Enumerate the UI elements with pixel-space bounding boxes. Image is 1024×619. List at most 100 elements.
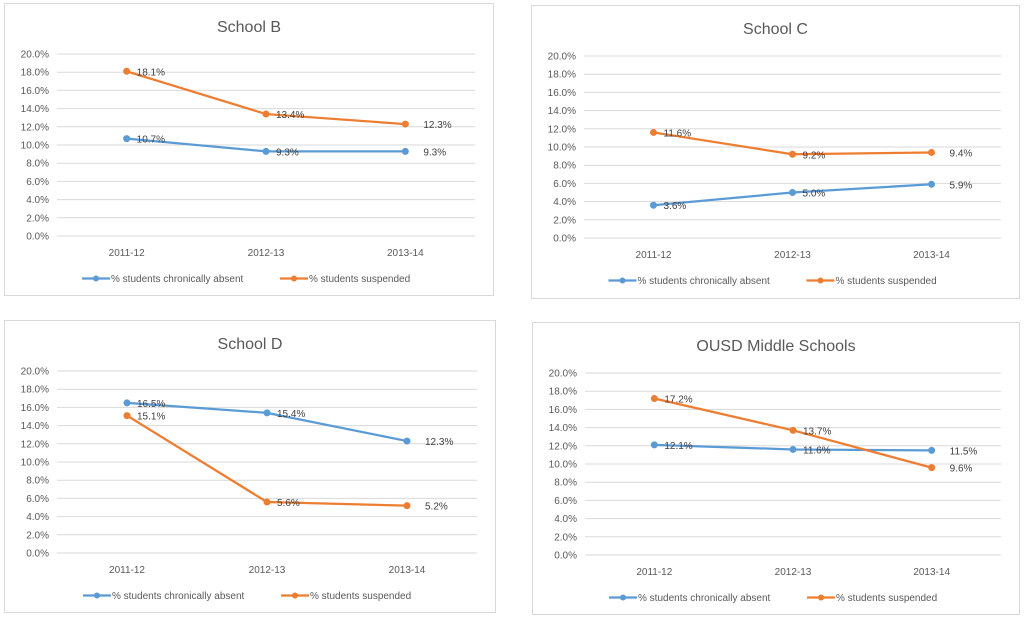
y-tick-label: 8.0% <box>553 161 576 172</box>
data-label-suspended: 5.6% <box>277 498 300 509</box>
legend-swatch-marker <box>292 592 298 599</box>
line-chart: OUSD Middle Schools 0.0% 2.0% 4.0% 6.0% 8.0% 1… <box>549 338 1001 604</box>
legend-label: % students suspended <box>310 591 411 602</box>
legend-swatch-marker <box>818 594 824 601</box>
data-point-absent <box>123 399 131 407</box>
data-point-suspended <box>403 502 411 510</box>
legend-swatch-marker <box>94 592 100 599</box>
y-tick-label: 4.0% <box>26 512 49 523</box>
data-point-suspended <box>123 412 131 420</box>
y-tick-label: 12.0% <box>21 439 49 450</box>
data-point-absent <box>928 446 936 454</box>
chart-panel-school-b: School B 0.0% 2.0% 4.0% 6.0% 8.0% 10.0% 12.0% 14… <box>4 3 494 296</box>
y-tick-label: 14.0% <box>21 421 49 432</box>
y-tick-label: 20.0% <box>548 52 576 63</box>
x-tick-label: 2013-14 <box>913 250 950 261</box>
y-tick-label: 14.0% <box>549 423 577 434</box>
data-label-suspended: 9.6% <box>950 464 973 475</box>
legend-item-absent: % students chronically absent <box>83 591 245 602</box>
legend-item-suspended: % students suspended <box>807 593 937 604</box>
legend-swatch-marker <box>620 594 626 601</box>
y-tick-label: 10.0% <box>21 141 49 152</box>
data-point-absent <box>650 441 658 449</box>
data-label-absent: 9.3% <box>423 147 446 158</box>
chart-panel-school-c: School C 0.0% 2.0% 4.0% 6.0% 8.0% 10.0% 12.0% 14… <box>531 5 1020 299</box>
data-label-suspended: 5.2% <box>425 502 448 513</box>
y-tick-label: 10.0% <box>548 143 576 154</box>
line-chart: School C 0.0% 2.0% 4.0% 6.0% 8.0% 10.0% 12.0% 14… <box>548 21 1001 287</box>
x-tick-label: 2013-14 <box>387 248 424 259</box>
y-tick-label: 10.0% <box>21 458 49 469</box>
y-tick-label: 12.0% <box>549 441 577 452</box>
chart-title: OUSD Middle Schools <box>696 338 855 355</box>
legend-swatch-marker <box>817 277 824 284</box>
legend-label: % students suspended <box>309 274 410 285</box>
line-chart: School B 0.0% 2.0% 4.0% 6.0% 8.0% 10.0% 12.0% 14… <box>21 19 475 285</box>
legend-label: % students chronically absent <box>112 591 245 602</box>
data-point-suspended <box>263 498 271 506</box>
legend-label: % students chronically absent <box>111 274 244 285</box>
legend-label: % students chronically absent <box>638 593 771 604</box>
data-label-absent: 12.1% <box>664 441 692 452</box>
data-label-absent: 11.5% <box>950 446 978 457</box>
y-tick-label: 6.0% <box>554 496 577 507</box>
data-point-suspended <box>789 426 797 434</box>
y-tick-label: 18.0% <box>21 68 49 79</box>
y-tick-label: 16.0% <box>21 403 49 414</box>
data-label-suspended: 13.7% <box>803 426 831 437</box>
series-line-suspended <box>126 414 408 507</box>
y-tick-label: 0.0% <box>26 549 49 560</box>
legend-swatch-marker <box>93 275 99 282</box>
data-point-suspended <box>789 150 796 158</box>
data-label-suspended: 15.1% <box>137 412 165 423</box>
chart-panel-ousd-middle-schools: OUSD Middle Schools 0.0% 2.0% 4.0% 6.0% 8.0% 1… <box>532 322 1020 615</box>
y-tick-label: 16.0% <box>548 88 576 99</box>
y-tick-label: 18.0% <box>21 385 49 396</box>
data-point-suspended <box>401 120 409 128</box>
y-tick-label: 2.0% <box>26 213 49 224</box>
legend-item-suspended: % students suspended <box>281 591 411 602</box>
legend-item-absent: % students chronically absent <box>608 276 770 287</box>
data-point-absent <box>123 135 131 143</box>
data-point-suspended <box>650 128 657 136</box>
x-tick-label: 2011-12 <box>109 565 145 576</box>
chart-title: School C <box>743 21 808 38</box>
data-point-suspended <box>650 394 658 402</box>
legend-item-absent: % students chronically absent <box>609 593 771 604</box>
y-tick-label: 14.0% <box>21 104 49 115</box>
data-point-absent <box>401 147 409 155</box>
y-tick-label: 12.0% <box>548 124 576 135</box>
data-label-suspended: 11.6% <box>664 128 692 139</box>
data-label-suspended: 17.2% <box>664 394 692 405</box>
y-tick-label: 2.0% <box>553 215 576 226</box>
data-point-absent <box>262 147 270 155</box>
data-point-suspended <box>262 110 270 118</box>
y-tick-label: 6.0% <box>553 179 576 190</box>
y-tick-label: 6.0% <box>26 494 49 505</box>
y-tick-label: 10.0% <box>549 460 577 471</box>
data-label-absent: 16.5% <box>137 399 165 410</box>
legend-label: % students suspended <box>836 593 937 604</box>
y-tick-label: 2.0% <box>26 530 49 541</box>
data-label-absent: 15.4% <box>277 409 305 420</box>
y-tick-label: 0.0% <box>553 234 576 245</box>
x-tick-label: 2011-12 <box>636 250 672 261</box>
legend-item-suspended: % students suspended <box>280 274 410 285</box>
y-tick-label: 12.0% <box>21 122 49 133</box>
data-label-suspended: 13.4% <box>276 110 304 121</box>
data-label-suspended: 9.2% <box>803 150 826 161</box>
y-tick-label: 4.0% <box>554 514 577 525</box>
x-tick-label: 2013-14 <box>389 565 426 576</box>
data-label-absent: 10.7% <box>137 135 165 146</box>
legend-swatch-marker <box>291 275 297 282</box>
data-point-absent <box>263 409 271 417</box>
y-tick-label: 18.0% <box>549 387 577 398</box>
y-tick-label: 4.0% <box>26 195 49 206</box>
x-tick-label: 2011-12 <box>636 567 672 578</box>
x-tick-label: 2012-13 <box>249 565 286 576</box>
data-label-absent: 11.6% <box>803 445 831 456</box>
y-tick-label: 0.0% <box>26 232 49 243</box>
y-tick-label: 16.0% <box>21 86 49 97</box>
chart-title: School B <box>217 19 281 36</box>
y-tick-label: 6.0% <box>26 177 49 188</box>
